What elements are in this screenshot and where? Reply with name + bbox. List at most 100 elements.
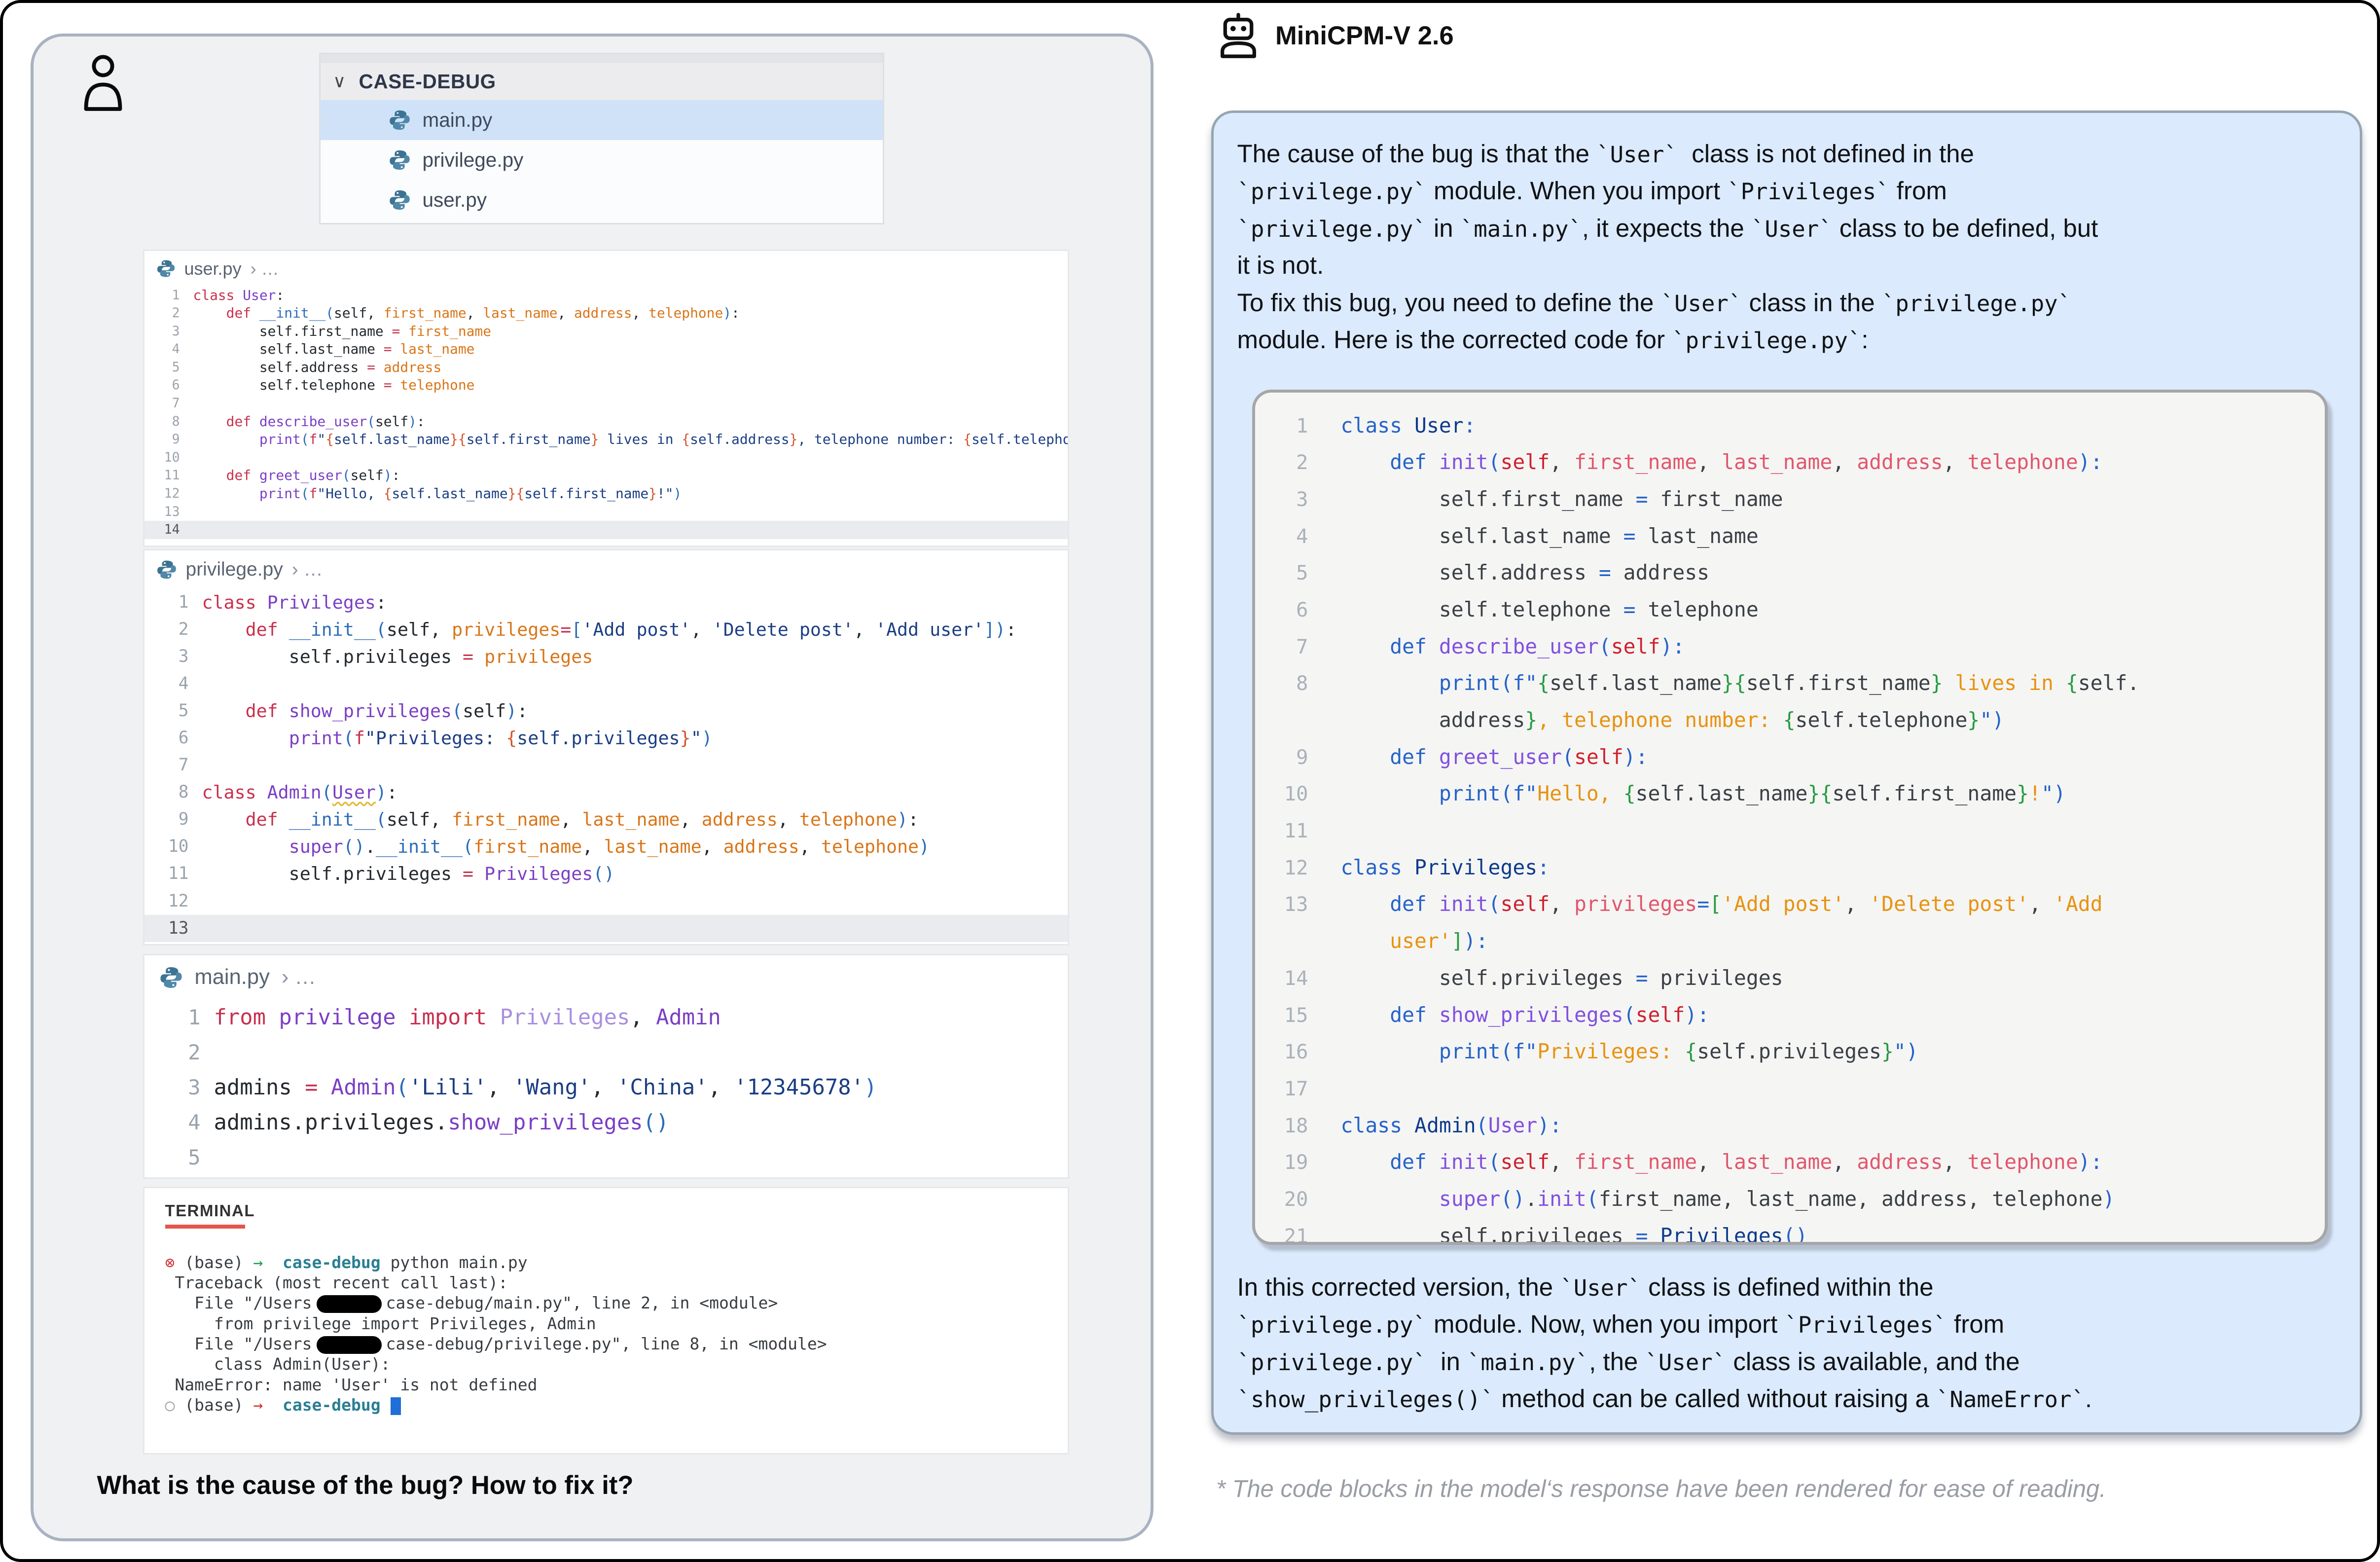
code-line: 7 — [178, 755, 189, 775]
code-line: 2 def __init__(self, first_name, last_na… — [172, 305, 740, 322]
terminal-output[interactable]: ⊗ (base) → case-debug python main.py Tra… — [165, 1252, 1068, 1416]
rendered-code-block: 1 class User: 2 def init(self, first_name,… — [1252, 389, 2328, 1245]
code-line: address}, telephone number: {self.teleph… — [1340, 708, 2005, 732]
code-line: 10 print(f"Hello, {self.last_name}{self.… — [1284, 782, 2066, 806]
code-line: 4 self.last_name = last_name — [1296, 524, 1759, 548]
python-icon — [156, 559, 177, 580]
code-line: 7 — [172, 396, 180, 411]
code-line: 3 self.privileges = privileges — [178, 646, 593, 668]
code-line: from privilege import Privileges, Admin — [165, 1313, 596, 1333]
file-name: main.py — [422, 108, 493, 131]
code-line: 12 print(f"Hello, {self.last_name}{self.… — [164, 485, 682, 502]
code-line: 5 def show_privileges(self): — [178, 700, 528, 722]
code-line: user']): — [1340, 929, 1488, 953]
code-line: 1 class User: — [1296, 413, 1476, 437]
code-line: 6 self.telephone = telephone — [172, 377, 475, 394]
python-icon — [389, 149, 411, 171]
code-line: 1 class User: — [172, 287, 285, 303]
code-line: 2 — [188, 1040, 201, 1064]
editor-filename: user.py — [184, 258, 242, 279]
explorer-file-list: main.py privilege.py user.py — [320, 100, 883, 220]
code-line: 20 super().init(first_name, last_name, a… — [1284, 1187, 2115, 1211]
code-line: 8 def describe_user(self): — [172, 413, 425, 430]
code-line: 4 self.last_name = last_name — [172, 341, 475, 358]
file-row[interactable]: privilege.py — [321, 140, 883, 180]
model-response-bubble: The cause of the bug is that the `User` … — [1211, 110, 2362, 1435]
code-line: `privilege.py` in `main.py`, the `User` … — [1237, 1347, 2020, 1376]
file-name: privilege.py — [422, 148, 524, 171]
breadcrumb: › … — [281, 965, 316, 989]
response-text-top: The cause of the bug is that the `User` … — [1237, 135, 2341, 359]
question-caption: What is the cause of the bug? How to fix… — [97, 1470, 634, 1500]
file-explorer: ∨ CASE-DEBUG main.py privilege.py user.p… — [320, 54, 883, 223]
code-line: 2 def __init__(self, privileges=['Add po… — [178, 619, 1017, 641]
code-line: `privilege.py` module. Now, when you imp… — [1237, 1310, 2005, 1339]
code-line: 13 def init(self, privileges=['Add post'… — [1284, 892, 2103, 916]
code-line: 9 def __init__(self, first_name, last_na… — [178, 809, 919, 831]
code-line: 1 from privilege import Privileges, Admin — [188, 1004, 721, 1030]
editor-tab-user-py[interactable]: user.py › … — [144, 251, 1068, 287]
response-text-bottom: In this corrected version, the `User` cl… — [1237, 1269, 2341, 1417]
file-row[interactable]: user.py — [321, 180, 883, 220]
code-line: 6 self.telephone = telephone — [1296, 597, 1759, 621]
model-header: MiniCPM-V 2.6 — [1216, 12, 1454, 59]
code-line: Traceback (most recent call last): — [165, 1272, 508, 1292]
breadcrumb: › … — [250, 258, 279, 279]
code-line: 19 def init(self, first_name, last_name,… — [1284, 1150, 2103, 1174]
code-line: 18 class Admin(User): — [1284, 1113, 1562, 1137]
editor-filename: privilege.py — [185, 559, 283, 580]
code-area-main-py[interactable]: 1 from privilege import Privileges, Admin… — [144, 1000, 1068, 1175]
code-line: 10 — [164, 449, 180, 465]
python-icon — [159, 966, 183, 989]
code-line: `privilege.py` module. When you import `… — [1237, 177, 1947, 205]
code-area-privilege-py[interactable]: 1 class Privileges: 2 def __init__(self, p… — [144, 589, 1068, 942]
code-line: 14 self.privileges = privileges — [1284, 966, 1783, 990]
code-line: 8 print(f"{self.last_name}{self.first_na… — [1296, 671, 2140, 695]
code-line: To fix this bug, you need to define the … — [1237, 288, 2072, 317]
code-line: 5 — [188, 1145, 201, 1169]
code-line: 8 class Admin(User): — [178, 782, 397, 803]
code-line: 9 print(f"{self.last_name}{self.first_na… — [172, 431, 1068, 448]
code-line: module. Here is the corrected code for `… — [1237, 326, 1869, 354]
code-line: 12 class Privileges: — [1284, 855, 1550, 879]
code-line: 2 def init(self, first_name, last_name, … — [1296, 450, 2103, 474]
explorer-folder-header[interactable]: ∨ CASE-DEBUG — [320, 63, 883, 100]
editor-user-py: user.py › … 1 class User: 2 def __init__(s… — [144, 251, 1068, 545]
terminal-panel[interactable]: TERMINAL ⊗ (base) → case-debug python ma… — [144, 1188, 1068, 1453]
code-line: 3 self.first_name = first_name — [172, 323, 492, 339]
editor-tab-main-py[interactable]: main.py › … — [144, 955, 1068, 1000]
code-line: 3 admins = Admin('Lili', 'Wang', 'China',… — [188, 1074, 877, 1100]
editor-main-py: main.py › … 1 from privilege import Privi… — [144, 955, 1068, 1177]
code-line: 12 — [168, 891, 189, 911]
code-line: `privilege.py` in `main.py`, it expects … — [1237, 214, 2098, 242]
python-icon — [389, 109, 411, 131]
code-line: 13 — [144, 914, 1068, 942]
code-line: 11 self.privileges = Privileges() — [168, 863, 615, 885]
code-line: In this corrected version, the `User` cl… — [1237, 1272, 1934, 1301]
python-icon — [156, 259, 176, 278]
code-line: 5 self.address = address — [1296, 561, 1710, 585]
code-line: 6 print(f"Privileges: {self.privileges}"… — [178, 727, 713, 749]
file-row[interactable]: main.py — [320, 100, 883, 140]
code-line: 10 super().__init__(first_name, last_nam… — [168, 836, 930, 858]
user-avatar-icon — [82, 53, 124, 112]
code-line: NameError: name 'User' is not defined — [165, 1375, 538, 1394]
editor-privilege-py: privilege.py › … 1 class Privileges: 2 def… — [144, 550, 1068, 944]
code-line: 13 — [164, 504, 180, 519]
code-line: 16 print(f"Privileges: {self.privileges}… — [1284, 1040, 1918, 1064]
breadcrumb: › … — [291, 559, 323, 580]
terminal-tab-label[interactable]: TERMINAL — [165, 1201, 255, 1220]
code-line: 14 — [144, 521, 1068, 539]
robot-icon — [1221, 13, 1256, 58]
code-line: The cause of the bug is that the `User` … — [1237, 139, 1974, 168]
model-name: MiniCPM-V 2.6 — [1275, 21, 1454, 50]
folder-name: CASE-DEBUG — [359, 70, 496, 93]
code-line: 3 self.first_name = first_name — [1296, 487, 1783, 511]
editor-tab-privilege-py[interactable]: privilege.py › … — [144, 550, 1068, 589]
code-line: 1 class Privileges: — [178, 592, 387, 613]
code-area-user-py[interactable]: 1 class User: 2 def __init__(self, first_n… — [144, 287, 1068, 539]
chevron-down-icon: ∨ — [333, 71, 346, 91]
code-line: 4 — [178, 674, 189, 694]
code-line: File "/Users case-debug/main.py", line 2,… — [165, 1293, 778, 1313]
